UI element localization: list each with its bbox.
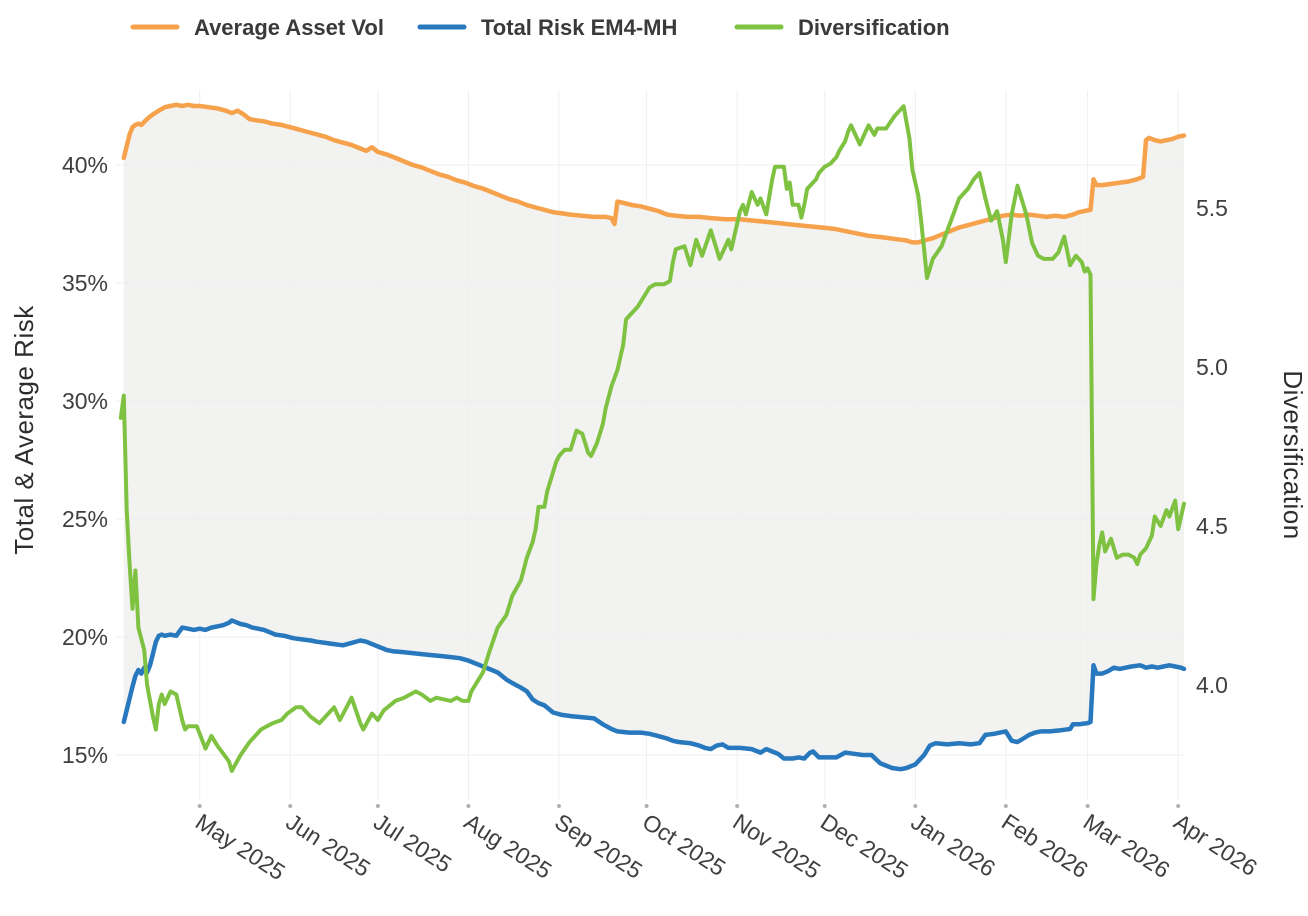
x-axis-label-jun-2025: Jun 2025	[282, 808, 376, 881]
series-lines	[118, 102, 1187, 773]
legend-label-average-asset-vol: Average Asset Vol	[194, 15, 384, 40]
series-line-diversification	[118, 104, 1186, 773]
x-axis-label-jul-2025: Jul 2025	[369, 808, 456, 877]
legend-item-diversification[interactable]: Diversification	[734, 15, 950, 40]
left-axis-tick-20: 20%	[62, 624, 108, 650]
right-axis-tick-5-5: 5.5	[1196, 195, 1228, 221]
right-axis-tick-5-0: 5.0	[1196, 354, 1228, 380]
x-axis-label-jan-2026: Jan 2026	[907, 808, 1001, 881]
x-axis-tick-dot	[1085, 804, 1090, 808]
fill-between-path	[123, 104, 1184, 770]
x-axis-tick-dot	[375, 804, 380, 808]
series-line-total-risk-em4-mh	[121, 618, 1187, 772]
left-axis-title: Total & Average Risk	[9, 305, 39, 555]
x-axis-label-may-2025: May 2025	[191, 808, 290, 885]
fill-between-area	[123, 104, 1184, 770]
chart-legend: Average Asset Vol Total Risk EM4-MH Divers…	[130, 15, 950, 40]
x-axis-tick-dot	[1176, 804, 1181, 808]
x-axis-tick-dot	[913, 804, 918, 808]
left-axis-tick-15: 15%	[62, 742, 108, 768]
x-axis-label-feb-2026: Feb 2026	[997, 808, 1093, 883]
left-axis-tick-40: 40%	[62, 152, 108, 178]
right-axis-title: Diversification	[1278, 370, 1308, 539]
left-axis-tick-30: 30%	[62, 388, 108, 414]
legend-label-diversification: Diversification	[798, 15, 950, 40]
x-axis-tick-dot	[644, 804, 649, 808]
x-axis-label-dec-2025: Dec 2025	[816, 808, 913, 883]
x-axis-label-aug-2025: Aug 2025	[460, 808, 557, 883]
x-axis-tick-dot	[822, 804, 827, 808]
x-axis-label-apr-2026: Apr 2026	[1169, 808, 1261, 881]
x-axis-label-nov-2025: Nov 2025	[728, 808, 825, 883]
legend-item-total-risk-em4-mh[interactable]: Total Risk EM4-MH	[417, 15, 677, 40]
x-axis-tick-dot	[556, 804, 561, 808]
right-axis-tick-4-5: 4.5	[1196, 513, 1228, 539]
x-axis-label-sep-2025: Sep 2025	[550, 808, 647, 883]
x-axis-label-oct-2025: Oct 2025	[638, 808, 730, 881]
x-axis-tick-dot	[288, 804, 293, 808]
x-axis-tick-dot	[466, 804, 471, 808]
x-axis-tick-dot	[197, 804, 202, 808]
legend-item-average-asset-vol[interactable]: Average Asset Vol	[130, 15, 384, 40]
x-axis-label-mar-2026: Mar 2026	[1079, 808, 1175, 883]
left-axis-tick-35: 35%	[62, 270, 108, 296]
gridlines	[115, 90, 1184, 800]
x-axis-tick-dot	[1003, 804, 1008, 808]
legend-label-total-risk-em4-mh: Total Risk EM4-MH	[481, 15, 677, 40]
left-axis-tick-25: 25%	[62, 506, 108, 532]
series-line-average-asset-vol	[121, 102, 1187, 245]
x-axis-tick-dot	[735, 804, 740, 808]
right-axis-tick-4-0: 4.0	[1196, 672, 1228, 698]
